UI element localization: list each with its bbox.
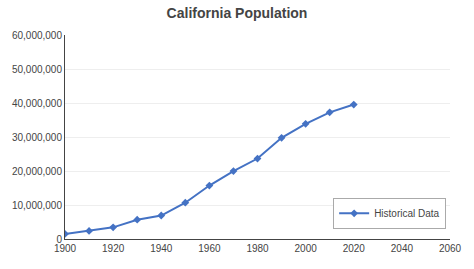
svg-text:2020: 2020 bbox=[343, 243, 366, 254]
svg-text:20,000,000: 20,000,000 bbox=[12, 166, 62, 177]
svg-text:Historical Data: Historical Data bbox=[374, 208, 439, 219]
svg-text:50,000,000: 50,000,000 bbox=[12, 64, 62, 75]
svg-text:60,000,000: 60,000,000 bbox=[12, 30, 62, 41]
svg-text:California Population: California Population bbox=[167, 5, 308, 21]
svg-text:10,000,000: 10,000,000 bbox=[12, 200, 62, 211]
svg-text:0: 0 bbox=[56, 234, 62, 245]
svg-text:1920: 1920 bbox=[102, 243, 125, 254]
svg-text:2000: 2000 bbox=[295, 243, 318, 254]
svg-text:1980: 1980 bbox=[246, 243, 269, 254]
svg-text:1960: 1960 bbox=[198, 243, 221, 254]
svg-text:2040: 2040 bbox=[391, 243, 414, 254]
svg-text:1900: 1900 bbox=[54, 243, 77, 254]
svg-text:40,000,000: 40,000,000 bbox=[12, 98, 62, 109]
svg-text:1940: 1940 bbox=[150, 243, 173, 254]
svg-text:2060: 2060 bbox=[439, 243, 462, 254]
svg-text:30,000,000: 30,000,000 bbox=[12, 132, 62, 143]
